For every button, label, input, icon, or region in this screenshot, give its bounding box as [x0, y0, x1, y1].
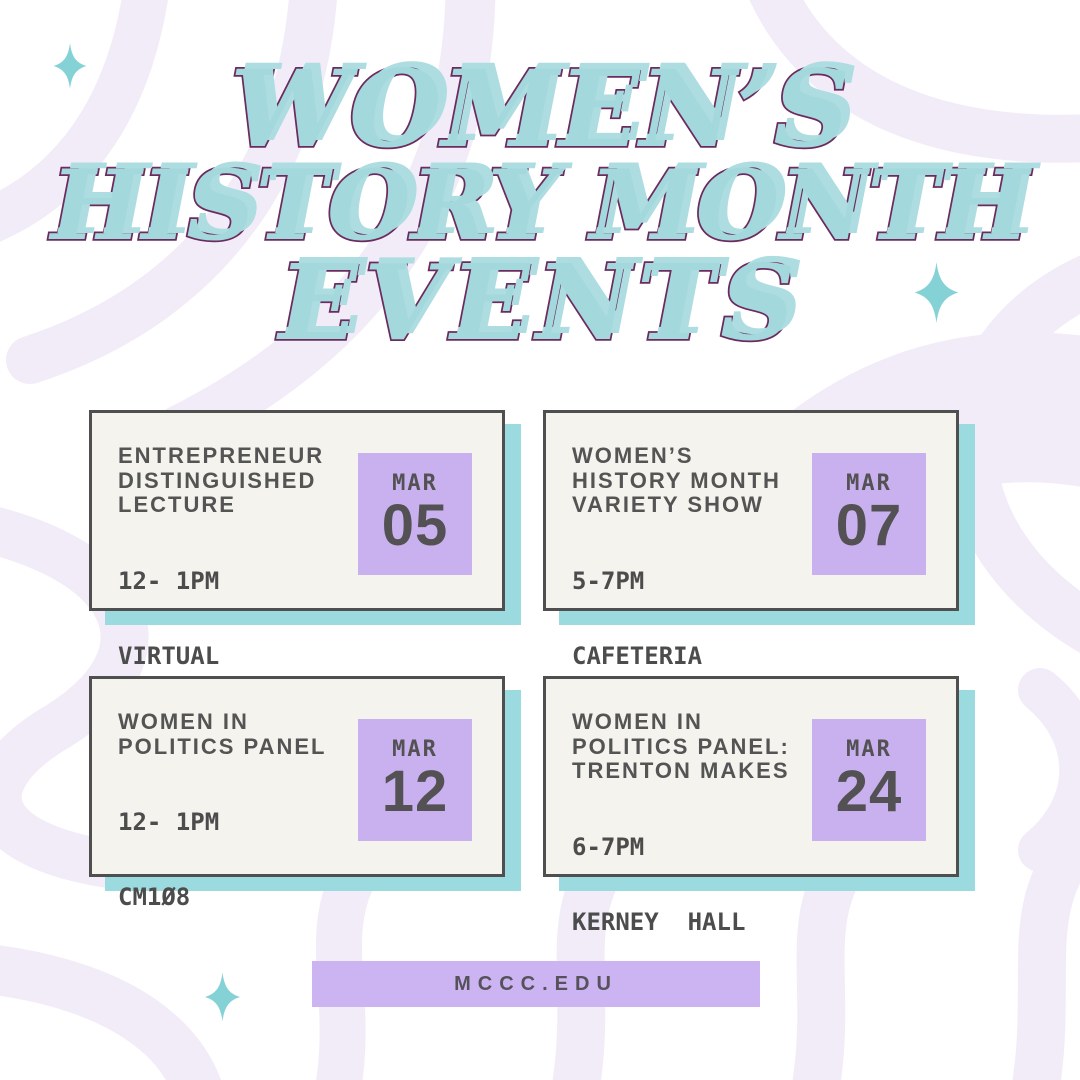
event-card-body: WOMEN IN POLITICS PANEL: TRENTON MAKES 6… [572, 709, 796, 934]
event-title-line: WOMEN’S [572, 443, 694, 468]
event-card-politics-panel-trenton: WOMEN IN POLITICS PANEL: TRENTON MAKES 6… [543, 676, 959, 934]
event-title-line: VARIETY SHOW [572, 492, 764, 518]
event-title-line: POLITICS PANEL [118, 733, 327, 759]
event-time: 5-7PM [572, 566, 645, 595]
date-day: 05 [381, 493, 449, 559]
event-time: 12- 1PM [118, 566, 220, 595]
event-title: ENTREPRENEUR DISTINGUISHED LECTURE [118, 443, 342, 518]
date-month: MAR [392, 471, 438, 497]
event-title-line: WOMEN IN [572, 709, 703, 734]
sparkle-icon [53, 43, 87, 89]
website-url: MCCC.EDU [454, 972, 618, 995]
title-line-1: WOMEN’S [228, 46, 851, 171]
date-day: 24 [835, 759, 903, 825]
event-location: KERNEY HALL [572, 907, 746, 936]
event-card-body: ENTREPRENEUR DISTINGUISHED LECTURE 12- 1… [118, 443, 342, 668]
event-card-variety-show: WOMEN’S HISTORY MONTH VARIETY SHOW 5-7PM… [543, 410, 959, 668]
event-meta: 6-7PM KERNEY HALL [572, 784, 796, 982]
event-title: WOMEN IN POLITICS PANEL: TRENTON MAKES [572, 709, 796, 784]
event-title-line: ENTREPRENEUR [118, 443, 325, 468]
event-title-line: TRENTON MAKES [572, 758, 790, 784]
event-title-line: DISTINGUISHED [118, 467, 317, 493]
title-line-3: EVENTS [277, 241, 802, 364]
website-banner: MCCC.EDU [312, 961, 760, 1007]
sparkle-icon [914, 262, 959, 323]
event-meta: 5-7PM CAFETERIA [572, 518, 796, 716]
date-month: MAR [846, 737, 892, 763]
event-title: WOMEN IN POLITICS PANEL [118, 709, 342, 759]
title-line-2: HISTORY MONTH [49, 149, 1031, 262]
event-title-line: HISTORY MONTH [572, 467, 781, 493]
event-meta: 12- 1PM CM1Ø8 [118, 759, 342, 957]
sparkle-icon [205, 972, 240, 1022]
date-day: 12 [381, 759, 449, 825]
event-location: CM1Ø8 [118, 883, 191, 912]
date-month: MAR [846, 471, 892, 497]
event-time: 12- 1PM [118, 808, 220, 837]
date-badge: MAR 24 [812, 719, 926, 841]
date-month: MAR [392, 737, 438, 763]
event-card-body: WOMEN’S HISTORY MONTH VARIETY SHOW 5-7PM… [572, 443, 796, 668]
event-location: CAFETERIA [572, 641, 703, 670]
event-title-line: WOMEN IN [118, 709, 249, 734]
event-card-politics-panel: WOMEN IN POLITICS PANEL 12- 1PM CM1Ø8 MA… [89, 676, 505, 909]
event-meta: 12- 1PM VIRTUAL [118, 518, 342, 716]
event-title: WOMEN’S HISTORY MONTH VARIETY SHOW [572, 443, 796, 518]
event-time: 6-7PM [572, 832, 645, 861]
event-location: VIRTUAL [118, 641, 220, 670]
date-badge: MAR 07 [812, 453, 926, 575]
date-badge: MAR 12 [358, 719, 472, 841]
event-title-line: POLITICS PANEL: [572, 733, 790, 759]
poster-title: WOMEN’S HISTORY MONTH EVENTS [0, 46, 1080, 364]
date-day: 07 [835, 493, 903, 559]
event-card-body: WOMEN IN POLITICS PANEL 12- 1PM CM1Ø8 [118, 709, 342, 909]
event-title-line: LECTURE [118, 492, 236, 518]
event-card-entrepreneur-lecture: ENTREPRENEUR DISTINGUISHED LECTURE 12- 1… [89, 410, 505, 668]
date-badge: MAR 05 [358, 453, 472, 575]
